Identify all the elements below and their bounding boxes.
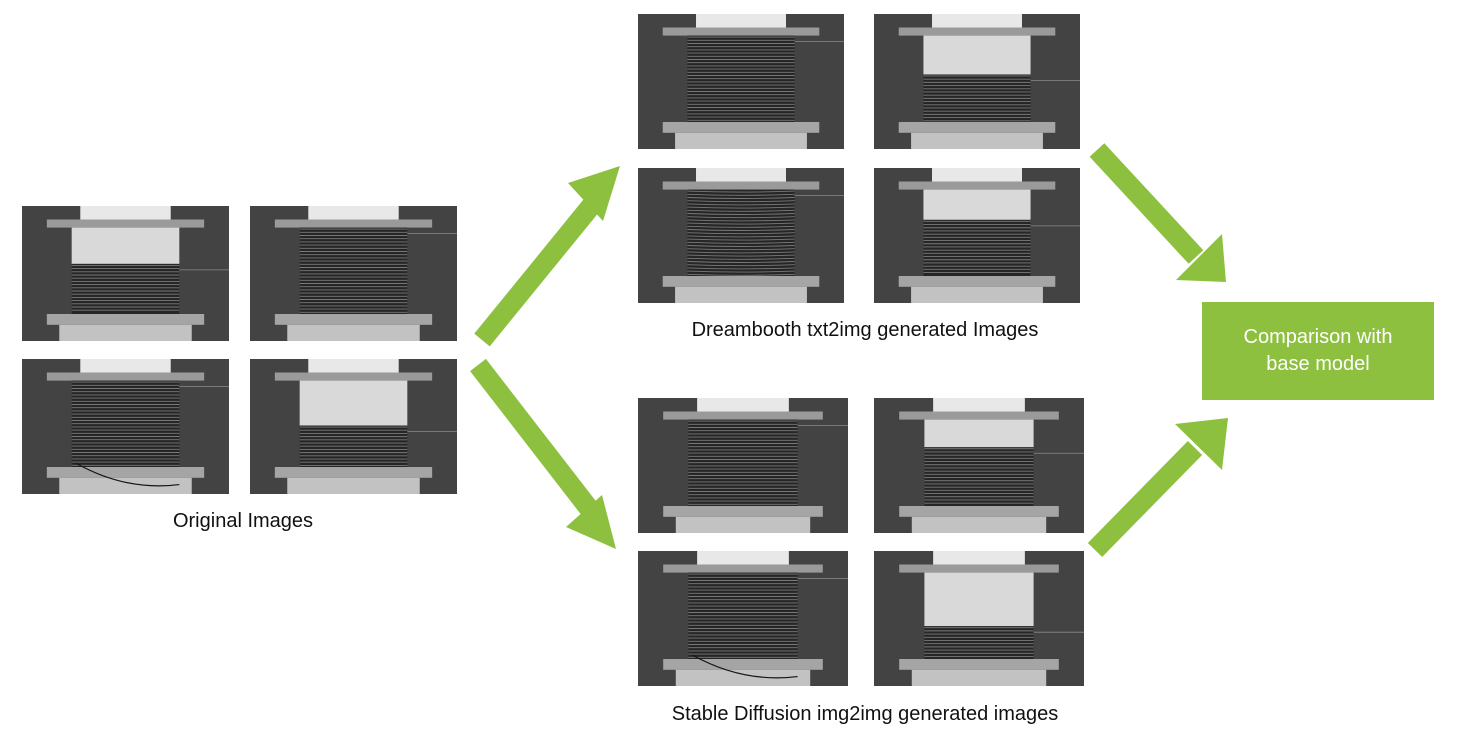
dreambooth-image-3: [638, 168, 844, 303]
original-image-3: [22, 359, 229, 494]
stable-diffusion-image-3: [638, 551, 848, 686]
stable-diffusion-image-2: [874, 398, 1084, 533]
arrow-original-to-stable-diffusion: [470, 358, 616, 549]
original-image-4: [250, 359, 457, 494]
comparison-label-line1: Comparison with: [1243, 326, 1393, 348]
dreambooth-image-4: [874, 168, 1080, 303]
dreambooth-image-2: [874, 14, 1080, 149]
original-images-caption: Original Images: [172, 510, 314, 532]
original-image-2: [250, 206, 457, 341]
arrow-original-to-dreambooth: [474, 166, 620, 347]
arrow-dreambooth-to-comparison: [1089, 143, 1226, 282]
original-image-1: [22, 206, 229, 341]
dreambooth-image-1: [638, 14, 844, 149]
comparison-label-line2: base model: [1266, 353, 1370, 375]
dreambooth-caption: Dreambooth txt2img generated Images: [691, 319, 1039, 341]
arrow-stable-diffusion-to-comparison: [1087, 418, 1228, 558]
stable-diffusion-image-1: [638, 398, 848, 533]
stable-diffusion-image-4: [874, 551, 1084, 686]
comparison-box: Comparison with base model: [1202, 302, 1434, 400]
stable-diffusion-caption: Stable Diffusion img2img generated image…: [671, 703, 1059, 725]
